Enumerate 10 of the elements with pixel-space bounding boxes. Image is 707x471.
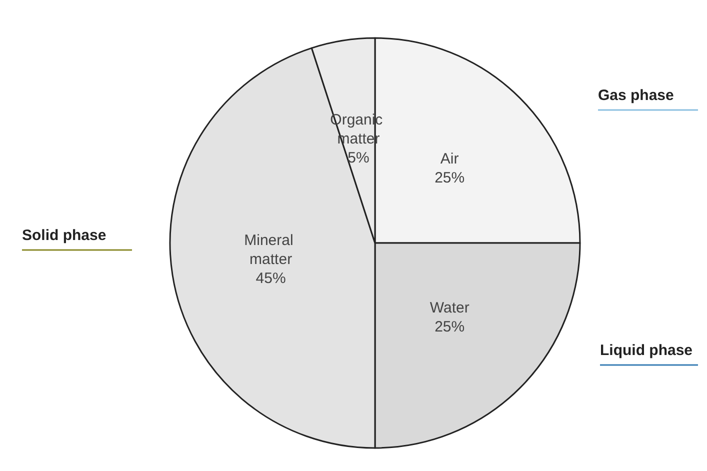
slice-label: Mineral matter	[244, 232, 298, 268]
slice-label: Water	[430, 300, 470, 317]
data-label: 45%	[256, 270, 286, 288]
data-label: 25%	[434, 318, 465, 336]
data-label: 5%	[348, 149, 370, 166]
text: Gas phase	[598, 87, 674, 104]
text: Solid phase	[22, 227, 106, 244]
data-label: 25%	[434, 169, 465, 186]
slice-label: Air	[440, 150, 459, 168]
text: Liquid phase	[600, 342, 693, 359]
